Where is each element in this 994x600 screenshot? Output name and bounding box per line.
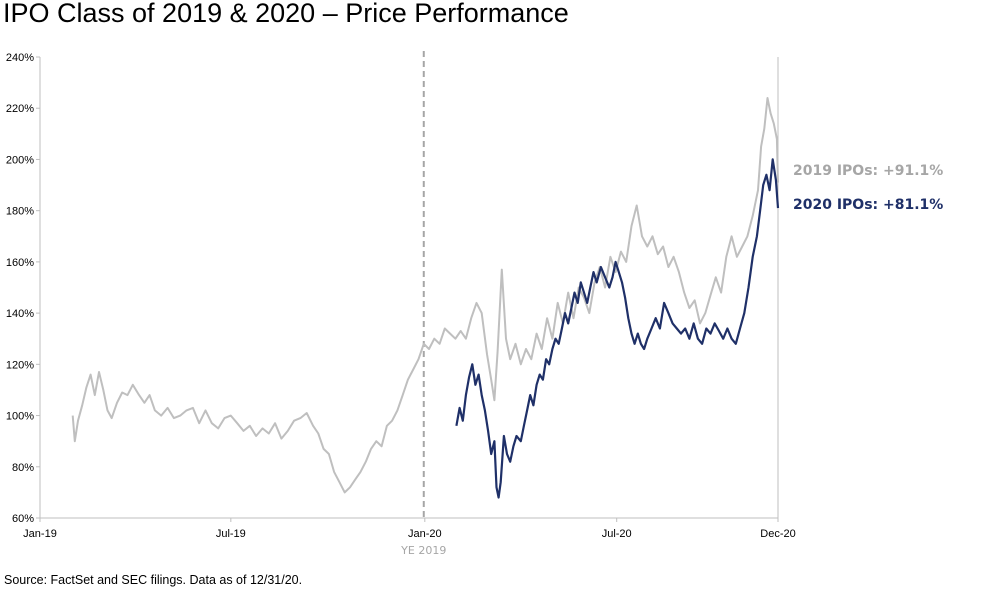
x-tick-label: Dec-20 — [760, 528, 795, 540]
series-end-label-ipo2020: 2020 IPOs: +81.1% — [793, 197, 943, 213]
y-tick-label: 200% — [6, 154, 34, 166]
y-tick-label: 140% — [6, 308, 34, 320]
chart-lines — [71, 97, 780, 499]
source-note: Source: FactSet and SEC filings. Data as… — [4, 573, 303, 587]
y-tick-label: 160% — [6, 257, 34, 269]
y-tick-label: 60% — [12, 513, 34, 525]
x-tick-label: Jan-20 — [408, 528, 442, 540]
chart-title: IPO Class of 2019 & 2020 – Price Perform… — [3, 0, 569, 28]
y-tick-label: 80% — [12, 462, 34, 474]
series-line-ipo2019 — [71, 97, 779, 494]
chart-labels: 60% 80% 100% 120% 140% 160% 180% 200% 220% 240% Ja… — [6, 52, 943, 557]
series-line-ipo2020 — [455, 158, 780, 499]
series-end-label-ipo2019: 2019 IPOs: +91.1% — [793, 163, 943, 179]
y-tick-label: 100% — [6, 411, 34, 423]
y-tick-label: 240% — [6, 52, 34, 64]
x-tick-label: Jul-19 — [216, 528, 246, 540]
chart-axes — [36, 51, 779, 522]
y-tick-label: 180% — [6, 206, 34, 218]
y-tick-label: 120% — [6, 359, 34, 371]
x-tick-label: Jul-20 — [602, 528, 632, 540]
x-tick-label: Jan-19 — [23, 528, 57, 540]
y-tick-label: 220% — [6, 103, 34, 115]
ye-divider-label: YE 2019 — [400, 544, 446, 557]
